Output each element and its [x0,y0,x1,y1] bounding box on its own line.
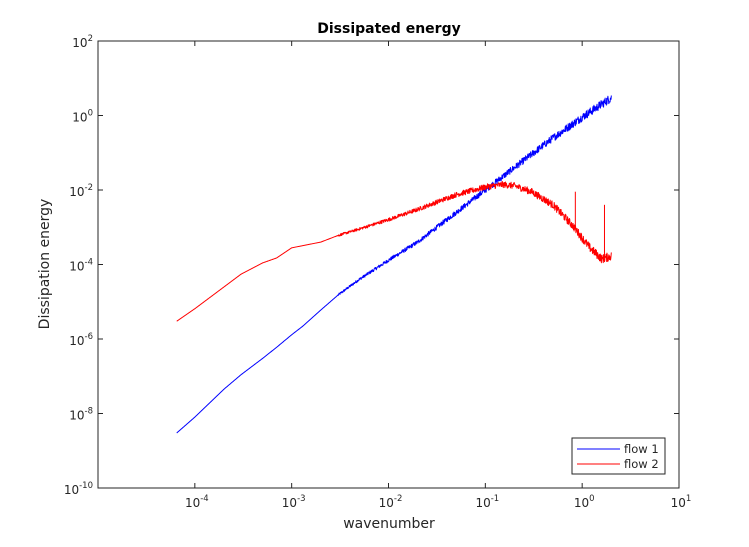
x-tick-label: 10-3 [282,494,306,510]
series-line-flow-1 [176,95,612,434]
chart-title: Dissipated energy [317,21,460,37]
x-tick-label: 100 [574,494,595,510]
legend: flow 1 flow 2 [571,437,666,475]
y-tick-label: 10-8 [69,407,93,423]
legend-label-flow-1: flow 1 [624,442,659,456]
y-tick-label: 10-2 [69,183,93,199]
series-layer [176,95,612,434]
y-tick-label: 10-6 [69,332,93,348]
plot-area [98,41,679,488]
x-tick-label: 10-4 [185,494,209,510]
x-tick-label: 101 [671,494,692,510]
y-tick-label: 102 [72,34,93,50]
x-tick-label: 10-1 [475,494,499,510]
y-axis-title: Dissipation energy [37,199,53,330]
legend-label-flow-2: flow 2 [624,457,659,471]
axes-layer: 10-4 10-3 10-2 10-1 100 101 10-10 10-8 10-6 10-4 1… [64,34,692,510]
series-line-flow-2 [176,180,612,322]
y-tick-label: 10-10 [64,481,93,497]
y-tick-label: 100 [72,109,93,125]
legend-box [571,437,666,475]
x-axis-title: wavenumber [343,516,435,532]
x-tick-label: 10-2 [379,494,403,510]
y-tick-label: 10-4 [69,258,93,274]
